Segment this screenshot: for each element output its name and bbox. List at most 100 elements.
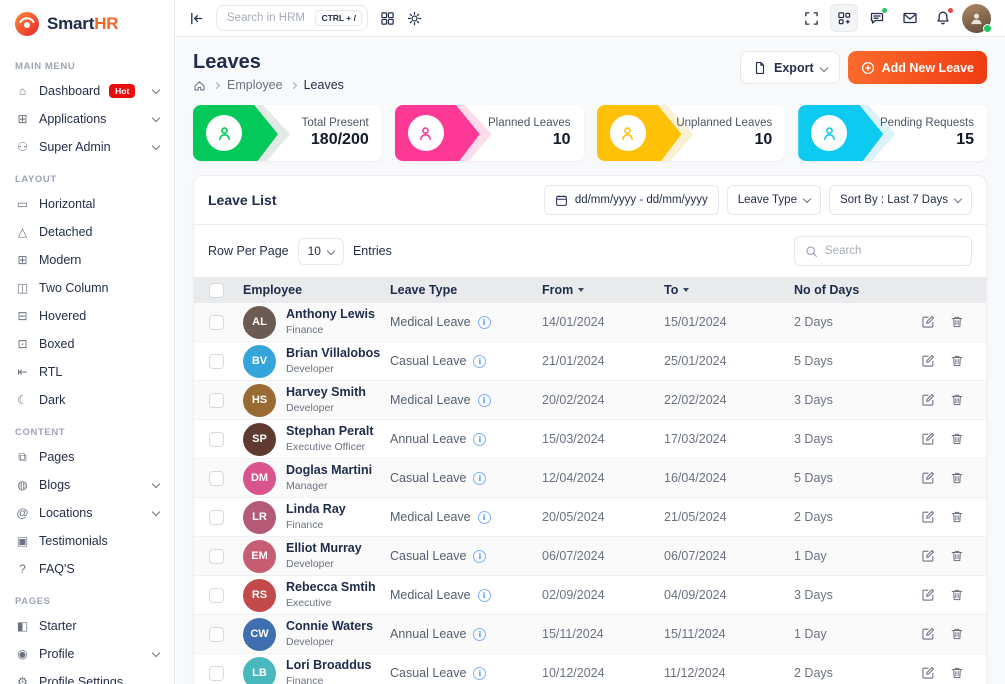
row-checkbox[interactable] <box>208 392 224 408</box>
breadcrumb-parent[interactable]: Employee <box>227 78 283 92</box>
brand-logo[interactable]: SmartHR <box>0 0 174 48</box>
sidebar-item-rtl[interactable]: ⇤ RTL <box>0 358 174 386</box>
export-button[interactable]: Export <box>740 51 840 84</box>
employee-name[interactable]: Connie Waters <box>286 619 374 634</box>
table-search-input[interactable] <box>825 245 955 257</box>
edit-icon[interactable] <box>921 315 935 329</box>
employee-name[interactable]: Doglas Martini <box>286 463 373 478</box>
select-all-checkbox[interactable] <box>208 282 224 298</box>
sidebar-item-blogs[interactable]: ◍ Blogs <box>0 471 174 499</box>
delete-icon[interactable] <box>950 354 964 368</box>
sidebar-collapse-icon[interactable] <box>189 11 204 26</box>
edit-icon[interactable] <box>921 471 935 485</box>
employee-name[interactable]: Harvey Smith <box>286 385 366 400</box>
delete-icon[interactable] <box>950 315 964 329</box>
sidebar-item-applications[interactable]: ⊞ Applications <box>0 105 174 133</box>
sidebar-item-profile[interactable]: ◉ Profile <box>0 640 174 668</box>
row-checkbox[interactable] <box>208 470 224 486</box>
delete-icon[interactable] <box>950 432 964 446</box>
edit-icon[interactable] <box>921 549 935 563</box>
leave-type-filter[interactable]: Leave Type <box>726 185 821 215</box>
info-icon[interactable]: i <box>473 549 487 563</box>
edit-icon[interactable] <box>921 393 935 407</box>
sidebar-item-two-column[interactable]: ◫ Two Column <box>0 274 174 302</box>
employee-name[interactable]: Elliot Murray <box>286 541 362 556</box>
sidebar-section-title: CONTENT <box>15 427 66 438</box>
global-search-input[interactable] <box>227 12 305 24</box>
fullscreen-icon[interactable] <box>797 4 825 32</box>
delete-icon[interactable] <box>950 666 964 680</box>
row-checkbox[interactable] <box>208 587 224 603</box>
delete-icon[interactable] <box>950 588 964 602</box>
mail-icon[interactable] <box>896 4 924 32</box>
edit-icon[interactable] <box>921 432 935 446</box>
employee-name[interactable]: Brian Villalobos <box>286 346 381 361</box>
layout-switch-icon[interactable] <box>830 4 858 32</box>
chat-icon[interactable] <box>863 4 891 32</box>
delete-icon[interactable] <box>950 549 964 563</box>
employee-avatar: LB <box>243 656 276 684</box>
employee-name[interactable]: Stephan Peralt <box>286 424 374 439</box>
sidebar-item-horizontal[interactable]: ▭ Horizontal <box>0 190 174 218</box>
edit-icon[interactable] <box>921 510 935 524</box>
sidebar-item-locations[interactable]: @ Locations <box>0 499 174 527</box>
sidebar-item-detached[interactable]: △ Detached <box>0 218 174 246</box>
employee-name[interactable]: Anthony Lewis <box>286 307 375 322</box>
days-count: 2 Days <box>794 315 833 329</box>
user-avatar[interactable] <box>962 3 992 33</box>
info-icon[interactable]: i <box>477 393 491 407</box>
sidebar-item-super-admin[interactable]: ⚇ Super Admin <box>0 133 174 161</box>
edit-icon[interactable] <box>921 666 935 680</box>
delete-icon[interactable] <box>950 510 964 524</box>
col-to[interactable]: To <box>664 283 794 297</box>
sidebar-item-hovered[interactable]: ⊟ Hovered <box>0 302 174 330</box>
page-size-select[interactable]: 10 <box>297 237 344 265</box>
sort-by-filter[interactable]: Sort By : Last 7 Days <box>828 185 972 215</box>
col-from[interactable]: From <box>542 283 664 297</box>
row-checkbox[interactable] <box>208 665 224 681</box>
info-icon[interactable]: i <box>477 315 491 329</box>
edit-icon[interactable] <box>921 627 935 641</box>
info-icon[interactable]: i <box>473 627 487 641</box>
sidebar-item-faq-s[interactable]: ? FAQ'S <box>0 555 174 583</box>
date-range-filter[interactable]: dd/mm/yyyy - dd/mm/yyyy <box>543 185 719 215</box>
notifications-bell-icon[interactable] <box>929 4 957 32</box>
info-icon[interactable]: i <box>477 588 491 602</box>
sidebar-item-pages[interactable]: ⧉ Pages <box>0 443 174 471</box>
employee-name[interactable]: Rebecca Smtih <box>286 580 376 595</box>
super-admin-icon: ⚇ <box>17 140 28 154</box>
info-icon[interactable]: i <box>473 471 487 485</box>
home-icon[interactable] <box>193 79 206 92</box>
row-checkbox[interactable] <box>208 431 224 447</box>
delete-icon[interactable] <box>950 471 964 485</box>
edit-icon[interactable] <box>921 354 935 368</box>
profile-icon: ◉ <box>17 647 28 661</box>
info-icon[interactable]: i <box>473 432 487 446</box>
sidebar-item-dark[interactable]: ☾ Dark <box>0 386 174 414</box>
delete-icon[interactable] <box>950 627 964 641</box>
info-icon[interactable]: i <box>473 354 487 368</box>
row-checkbox[interactable] <box>208 314 224 330</box>
global-search[interactable]: CTRL + / <box>216 5 368 31</box>
add-new-leave-button[interactable]: Add New Leave <box>847 51 987 84</box>
row-checkbox[interactable] <box>208 548 224 564</box>
sidebar-item-starter[interactable]: ◧ Starter <box>0 612 174 640</box>
employee-name[interactable]: Linda Ray <box>286 502 346 517</box>
delete-icon[interactable] <box>950 393 964 407</box>
employee-name[interactable]: Lori Broaddus <box>286 658 372 673</box>
row-checkbox[interactable] <box>208 353 224 369</box>
sidebar-item-modern[interactable]: ⊞ Modern <box>0 246 174 274</box>
row-checkbox[interactable] <box>208 509 224 525</box>
info-icon[interactable]: i <box>473 666 487 680</box>
settings-gear-icon[interactable] <box>407 11 422 26</box>
info-icon[interactable]: i <box>477 510 491 524</box>
table-search[interactable] <box>794 236 972 266</box>
apps-grid-icon[interactable] <box>380 11 395 26</box>
sidebar-item-profile-settings[interactable]: ⚙ Profile Settings <box>0 668 174 684</box>
edit-icon[interactable] <box>921 588 935 602</box>
sidebar-section-title: LAYOUT <box>15 174 57 185</box>
sidebar-item-testimonials[interactable]: ▣ Testimonials <box>0 527 174 555</box>
sidebar-item-boxed[interactable]: ⊡ Boxed <box>0 330 174 358</box>
sidebar-item-dashboard[interactable]: ⌂ Dashboard Hot <box>0 77 174 105</box>
row-checkbox[interactable] <box>208 626 224 642</box>
